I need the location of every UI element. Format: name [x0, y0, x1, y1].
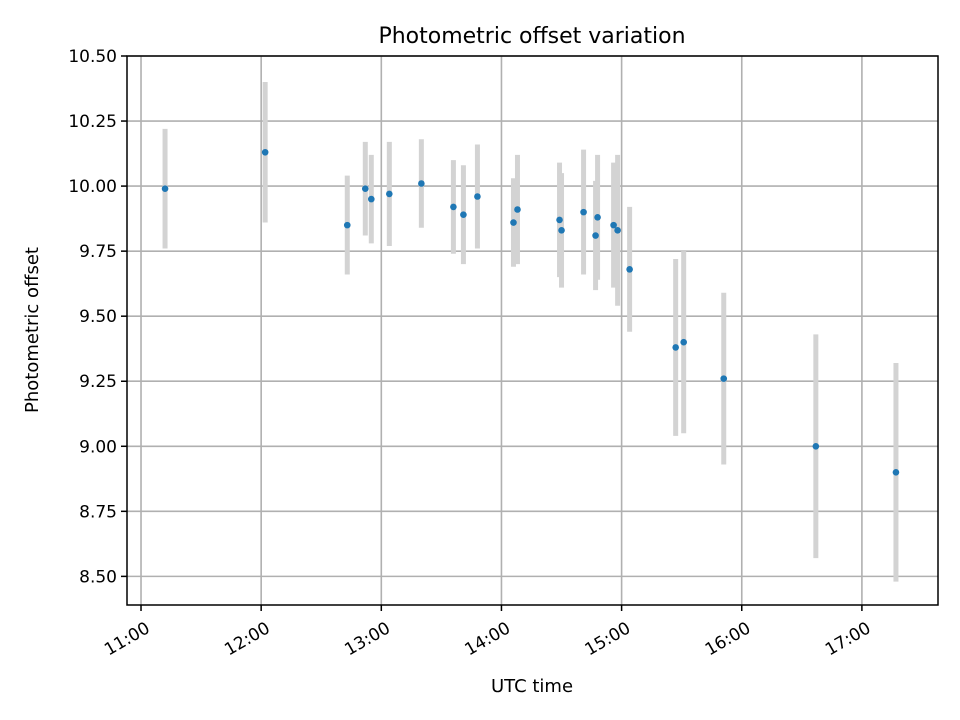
data-point	[592, 232, 599, 239]
y-axis-label: Photometric offset	[22, 247, 43, 413]
data-point	[361, 185, 369, 192]
y-tick-label: 10.25	[68, 112, 117, 132]
data-point	[474, 193, 481, 200]
y-axis-ticks: 8.50 8.75 9.00 9.25 9.50 9.75 10.00 10.25 10.50	[68, 47, 127, 587]
y-tick-label: 9.50	[79, 307, 117, 327]
data-points	[161, 148, 900, 476]
data-point	[556, 216, 563, 224]
data-point	[812, 442, 820, 450]
data-point	[450, 203, 457, 211]
y-tick-label: 9.00	[79, 437, 117, 457]
y-tick-label: 9.25	[79, 372, 117, 392]
data-point	[386, 190, 393, 198]
y-tick-label: 8.50	[79, 567, 117, 587]
data-point	[680, 338, 687, 346]
data-point	[368, 195, 375, 203]
plot-frame	[126, 55, 939, 606]
data-point	[614, 227, 621, 234]
y-tick-label: 10.50	[68, 47, 117, 67]
x-axis-label: UTC time	[491, 676, 573, 697]
data-point	[580, 208, 587, 216]
y-tick-label: 8.75	[79, 502, 117, 522]
data-point	[514, 206, 521, 213]
data-point	[460, 211, 467, 219]
data-point	[610, 221, 617, 229]
chart-title: Photometric offset variation	[378, 24, 685, 49]
y-tick-label: 9.75	[79, 242, 117, 262]
data-point	[558, 227, 565, 234]
data-point	[892, 469, 900, 476]
data-point	[626, 266, 633, 273]
data-point	[720, 375, 728, 382]
y-tick-label: 10.00	[68, 177, 117, 197]
data-point	[672, 344, 679, 351]
data-point	[343, 221, 351, 229]
data-point	[261, 148, 269, 156]
data-point	[418, 180, 425, 187]
data-point	[161, 185, 169, 192]
grid	[127, 55, 938, 605]
data-point	[594, 214, 601, 221]
data-point	[510, 219, 517, 226]
